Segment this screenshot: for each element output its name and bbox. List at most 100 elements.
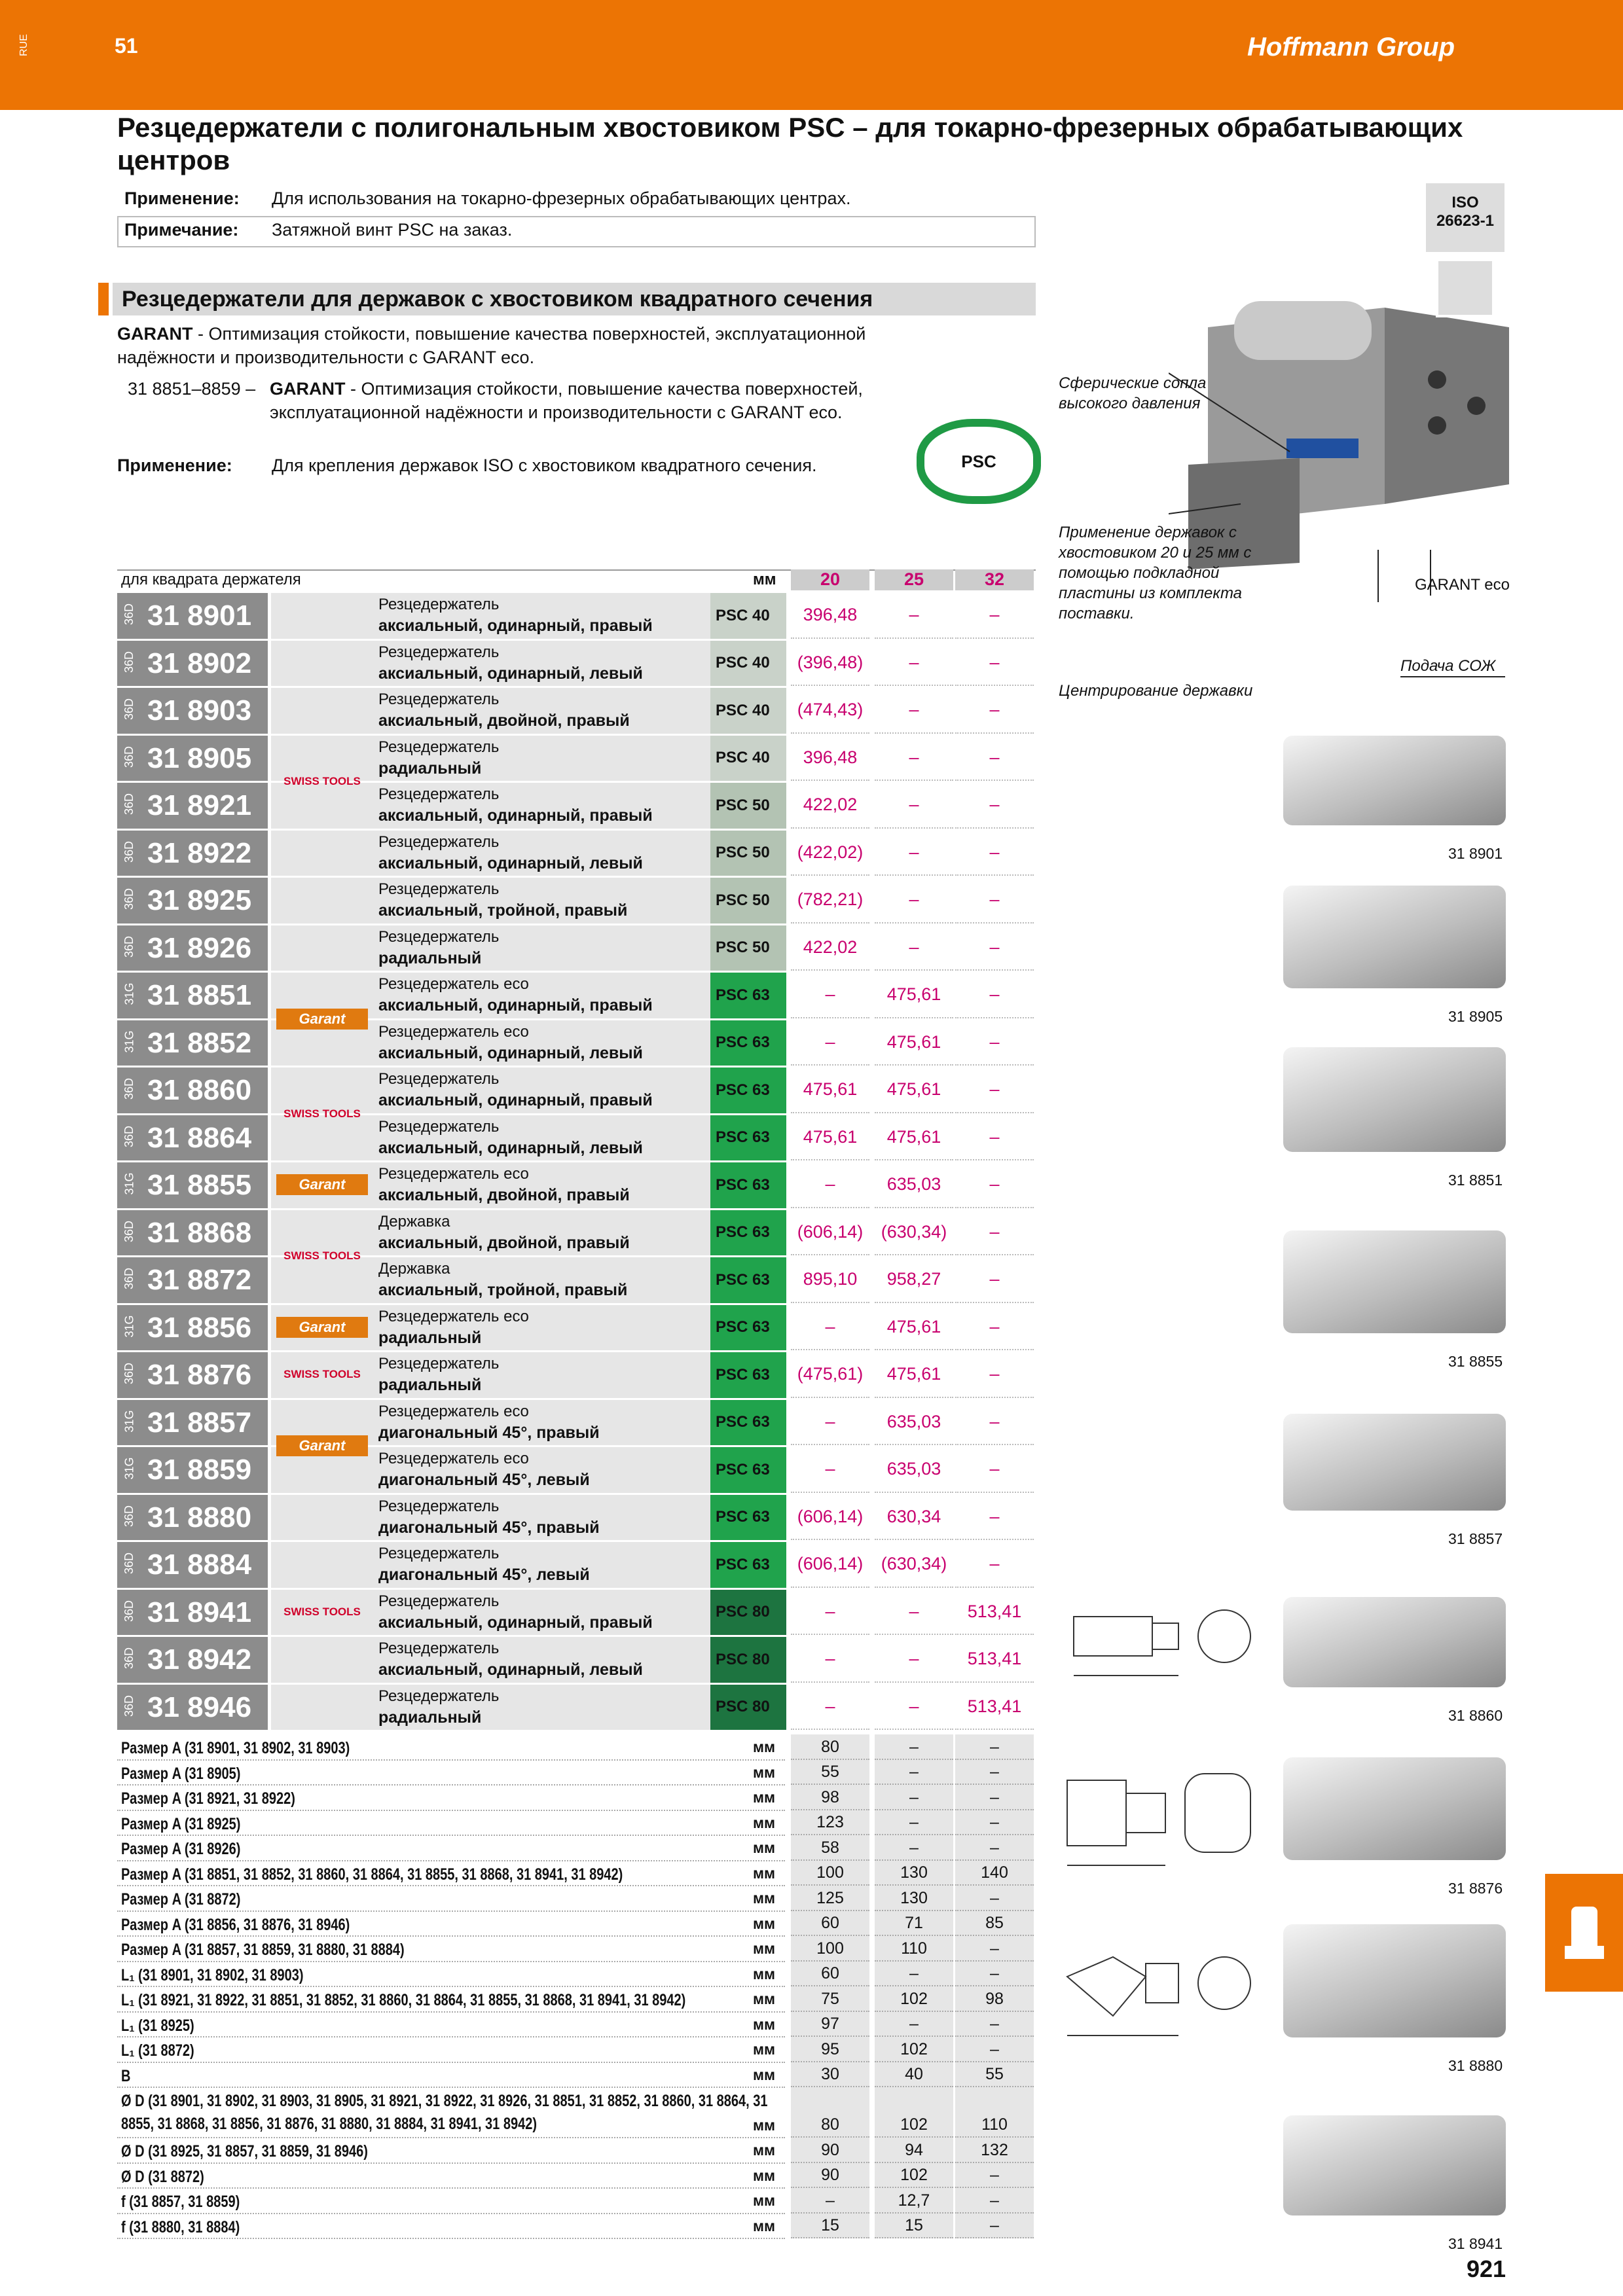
dim-value: 100: [791, 1936, 869, 1962]
desc-cell: [271, 593, 710, 639]
image-label: 31 8855: [1448, 1353, 1503, 1370]
item-name: Резцедержатель: [378, 1117, 500, 1136]
price: –: [791, 1020, 869, 1066]
dim-rule: [117, 2061, 785, 2063]
dim-value: 125: [791, 1886, 869, 1911]
article-prefix: 31G: [122, 1314, 136, 1338]
psc-cell: PSC 63: [710, 1304, 786, 1350]
dim-label: L₁ (31 8901, 31 8902, 31 8903): [121, 1964, 972, 1987]
price: (422,02): [791, 831, 869, 876]
item-variant: радиальный: [378, 948, 482, 967]
dim-rule: [117, 2011, 785, 2013]
price: 513,41: [955, 1685, 1034, 1730]
brand-logo: Garant: [276, 1435, 368, 1456]
dim-label: Ø D (31 8872): [121, 2166, 972, 2189]
item-variant: аксиальный, одинарный, правый: [378, 617, 653, 635]
item-name: Резцедержатель: [378, 785, 500, 803]
dim-unit: мм: [753, 1990, 776, 2007]
dim-rule: [117, 2087, 785, 2088]
price: 475,61: [791, 1115, 869, 1160]
dim-rule: [117, 1835, 785, 1836]
callout: Подача СОЖ: [1400, 656, 1505, 677]
item-name: Резцедержатель: [378, 1592, 500, 1610]
price: –: [791, 1685, 869, 1730]
dim-label-text: Размер A (31 8856, 31 8876, 31 8946): [121, 1915, 350, 1934]
desc-cell: [271, 1637, 710, 1683]
article-prefix: 36D: [122, 935, 136, 958]
price: –: [955, 1400, 1034, 1445]
psc-cell: PSC 80: [710, 1637, 786, 1683]
product-image: [1283, 1414, 1506, 1511]
dim-label: f (31 8880, 31 8884): [121, 2216, 972, 2239]
dim-rule: [117, 1759, 785, 1761]
desc-cell: [271, 1589, 710, 1635]
dim-label-text: f (31 8857, 31 8859): [121, 2193, 240, 2211]
dim-rule: [117, 1910, 785, 1912]
item-name: Резцедержатель: [378, 643, 500, 661]
psc-cell: PSC 63: [710, 1542, 786, 1588]
coolant-icon: [1436, 259, 1495, 317]
section-number: 51: [115, 34, 138, 58]
product-drawing: [1168, 301, 1509, 668]
article-prefix: 36D: [122, 1362, 136, 1385]
article-number: 31 8942: [147, 1643, 252, 1676]
dim-value: –: [955, 1936, 1034, 1962]
price: –: [791, 1305, 869, 1350]
psc-cell: PSC 63: [710, 1447, 786, 1493]
dim-value: –: [955, 1886, 1034, 1911]
dim-rule: [117, 1809, 785, 1811]
price: (782,21): [791, 878, 869, 924]
dim-value: 80: [791, 1734, 869, 1760]
price: –: [955, 641, 1034, 686]
product-image: [1283, 1230, 1506, 1333]
item-name: Резцедержатель: [378, 1687, 500, 1705]
price: 895,10: [791, 1257, 869, 1303]
dim-rule: [117, 2187, 785, 2189]
dim-value: 100: [791, 1860, 869, 1886]
price: –: [955, 1542, 1034, 1588]
article-cell: 31G 31 8851: [117, 973, 268, 1018]
product-image: [1283, 736, 1506, 825]
product-image: [1283, 886, 1506, 988]
article-number: 31 8851: [147, 979, 252, 1011]
dim-value: –: [955, 2162, 1034, 2188]
item-variant: аксиальный, тройной, правый: [378, 1281, 628, 1299]
product-image: [1283, 2115, 1506, 2215]
article-cell: 36D 31 8901: [117, 593, 268, 639]
price: (606,14): [791, 1542, 869, 1588]
tech-drawing: [1054, 1761, 1264, 1892]
dim-unit: мм: [753, 2066, 776, 2083]
desc-cell: [271, 688, 710, 734]
price: –: [875, 593, 953, 639]
dim-value: –: [955, 2213, 1034, 2238]
dim-label-text: Ø D (31 8901, 31 8902, 31 8903, 31 8905,…: [121, 2092, 768, 2133]
price: –: [791, 1400, 869, 1445]
dim-value: 97: [791, 2011, 869, 2037]
psc-cell: PSC 63: [710, 1210, 786, 1255]
desc-cell: [271, 1542, 710, 1588]
article-cell: 36D 31 8884: [117, 1542, 268, 1588]
dim-label: f (31 8857, 31 8859): [121, 2191, 972, 2214]
desc-cell: [271, 925, 710, 971]
item-name: Резцедержатель eco: [378, 1402, 529, 1420]
price: (475,61): [791, 1352, 869, 1398]
dim-value: 102: [875, 2037, 953, 2062]
dim-label: L₁ (31 8872): [121, 2039, 972, 2062]
item-variant: аксиальный, двойной, правый: [378, 1233, 630, 1252]
psc-cell: PSC 63: [710, 1115, 786, 1160]
article-cell: 36D 31 8925: [117, 878, 268, 924]
dim-label-text: Размер A (31 8921, 31 8922): [121, 1789, 295, 1808]
dim-value: 130: [875, 1860, 953, 1886]
article-cell: 36D 31 8942: [117, 1637, 268, 1683]
item-variant: радиальный: [378, 1328, 482, 1347]
price: (606,14): [791, 1495, 869, 1540]
article-cell: 36D 31 8903: [117, 688, 268, 734]
desc-cell: [271, 1352, 710, 1398]
price: –: [791, 973, 869, 1018]
table-header-rule: [117, 569, 1036, 592]
dim-label: B: [121, 2065, 972, 2088]
image-label: 31 8901: [1448, 845, 1503, 862]
price: 513,41: [955, 1590, 1034, 1635]
dim-label-text: Размер A (31 8926): [121, 1840, 241, 1858]
dim-value: 60: [791, 1961, 869, 1986]
